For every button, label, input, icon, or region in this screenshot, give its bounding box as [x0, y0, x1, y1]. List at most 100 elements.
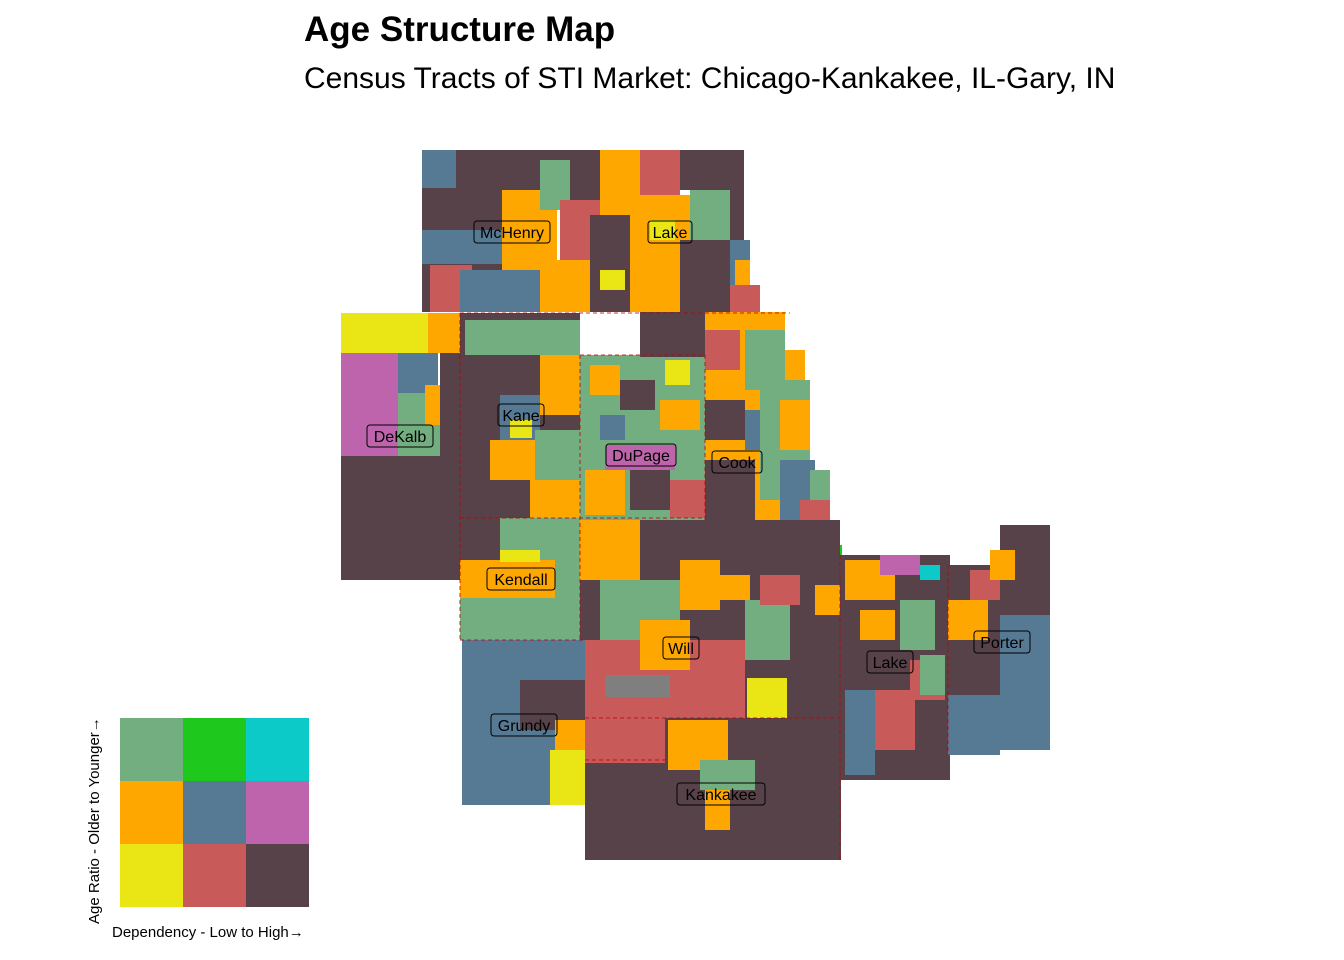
- county-label-text: Lake: [653, 225, 688, 242]
- county-label-dupage: DuPage: [605, 443, 677, 467]
- tract: [460, 560, 555, 598]
- legend-cell: [120, 781, 183, 844]
- tract: [500, 270, 540, 312]
- legend-cell: [183, 781, 246, 844]
- tract: [845, 690, 875, 775]
- tract: [640, 620, 690, 670]
- tract: [510, 420, 532, 438]
- tract: [555, 720, 585, 750]
- county-label-text: Will: [668, 641, 694, 658]
- tract: [720, 575, 750, 600]
- tract: [705, 400, 745, 440]
- county-label-text: DeKalb: [374, 429, 427, 446]
- label-box: [490, 713, 558, 737]
- tract: [600, 270, 625, 290]
- bivariate-legend: [120, 718, 309, 907]
- county-label-kane: Kane: [497, 403, 545, 427]
- tract: [730, 285, 760, 312]
- tract: [948, 600, 988, 640]
- tract: [815, 585, 840, 615]
- tract: [600, 415, 625, 440]
- tract: [550, 750, 585, 805]
- tract: [735, 260, 750, 285]
- county-label-text: Lake: [873, 655, 908, 672]
- tract: [680, 150, 730, 190]
- county-label-text: Cook: [718, 455, 756, 472]
- tract: [590, 215, 630, 312]
- legend-cell: [183, 844, 246, 907]
- tract: [341, 313, 431, 355]
- legend-y-axis-label: Age Ratio - Older to Younger→: [86, 717, 103, 924]
- label-box: [711, 450, 763, 474]
- tract: [650, 220, 675, 240]
- tract: [422, 150, 456, 188]
- tract: [990, 550, 1015, 580]
- label-box: [366, 424, 434, 448]
- tract: [747, 678, 787, 718]
- tract: [428, 313, 463, 353]
- tract: [948, 695, 1000, 755]
- tract: [490, 440, 535, 480]
- tract: [440, 353, 462, 456]
- tract: [640, 150, 680, 195]
- tract: [705, 790, 730, 830]
- map-subtitle: Census Tracts of STI Market: Chicago-Kan…: [304, 62, 1116, 95]
- tract: [530, 480, 580, 518]
- tract: [860, 610, 895, 640]
- tract: [341, 456, 461, 580]
- county-label-text: Kankakee: [685, 787, 756, 804]
- tract: [680, 560, 720, 610]
- tract: [341, 353, 401, 456]
- label-box: [866, 650, 914, 674]
- tract: [700, 760, 755, 790]
- tract: [705, 330, 740, 370]
- label-box: [973, 630, 1031, 654]
- label-box: [497, 403, 545, 427]
- tract: [460, 270, 500, 312]
- tract: [540, 355, 580, 415]
- label-box: [605, 443, 677, 467]
- tract: [1000, 615, 1050, 750]
- county-label-lake-in: Lake: [866, 650, 914, 674]
- tract: [630, 250, 680, 312]
- tract: [785, 350, 805, 380]
- tract: [670, 480, 705, 518]
- label-box: [647, 220, 693, 244]
- county-label-kankakee: Kankakee: [676, 782, 766, 806]
- tract: [422, 230, 502, 264]
- county-label-text: Kendall: [494, 572, 547, 589]
- county-label-mchenry: McHenry: [473, 220, 551, 244]
- tract: [630, 470, 670, 510]
- legend-cell: [246, 844, 309, 907]
- legend-cell: [246, 781, 309, 844]
- county-label-cook: Cook: [711, 450, 763, 474]
- legend-cell: [246, 718, 309, 781]
- county-label-text: Kane: [502, 408, 539, 425]
- tract: [540, 260, 590, 312]
- tract: [810, 470, 830, 500]
- county-label-lake-il: Lake: [647, 220, 693, 244]
- tract: [660, 400, 700, 430]
- tract: [690, 190, 730, 240]
- tract: [680, 240, 735, 312]
- tract: [705, 460, 755, 520]
- county-boundaries: [459, 312, 949, 860]
- county-label-grundy: Grundy: [490, 713, 558, 737]
- tract: [605, 675, 670, 697]
- county-labels: McHenry Lake Kane DeKalb DuPage Cook: [366, 220, 1031, 806]
- tract: [585, 470, 625, 515]
- tract: [920, 565, 940, 580]
- tract: [920, 655, 945, 695]
- tract: [875, 690, 915, 750]
- tract: [730, 150, 744, 240]
- legend-x-axis-label: Dependency - Low to High→: [112, 924, 304, 941]
- map-title: Age Structure Map: [304, 10, 616, 49]
- tract: [585, 718, 665, 763]
- tract: [880, 555, 920, 575]
- legend-cell: [120, 844, 183, 907]
- county-label-text: Grundy: [498, 718, 550, 735]
- tract: [500, 550, 540, 562]
- tract: [760, 575, 800, 605]
- county-label-will: Will: [662, 636, 700, 660]
